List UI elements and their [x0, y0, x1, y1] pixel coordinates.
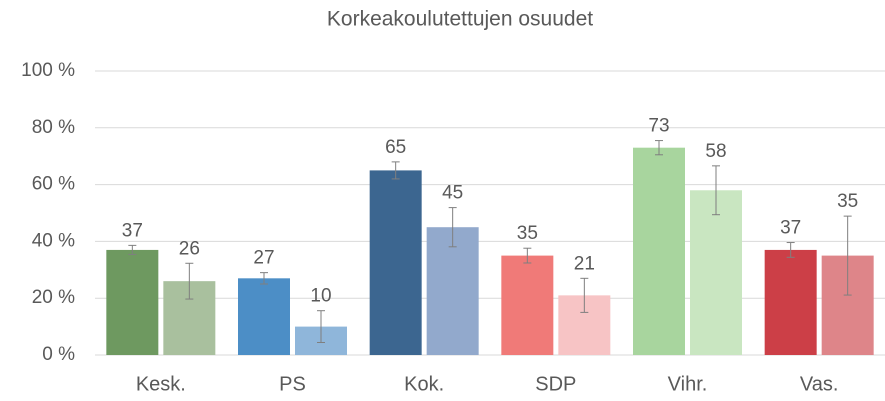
x-tick-label: PS	[279, 373, 306, 395]
data-label: 65	[385, 137, 406, 158]
data-label: 35	[837, 191, 858, 212]
bar	[106, 249, 159, 355]
bar	[501, 255, 554, 355]
bar	[633, 147, 685, 355]
bar	[426, 227, 479, 355]
bar	[238, 278, 290, 355]
y-tick-label: 20 %	[32, 287, 75, 308]
x-tick-label: Vas.	[800, 373, 839, 395]
y-tick-label: 40 %	[32, 230, 75, 251]
data-label: 10	[310, 286, 331, 307]
data-label: 21	[574, 253, 595, 274]
y-tick-label: 0 %	[42, 344, 75, 365]
data-label: 37	[780, 218, 801, 239]
y-tick-label: 100 %	[21, 60, 75, 81]
x-tick-label: Vihr.	[668, 373, 708, 395]
y-tick-label: 60 %	[32, 174, 75, 195]
bar	[690, 190, 742, 355]
x-tick-label: SDP	[535, 373, 576, 395]
data-label: 45	[442, 183, 463, 204]
data-label: 58	[705, 141, 726, 162]
data-label: 73	[648, 116, 669, 137]
bar	[764, 249, 817, 355]
data-label: 26	[179, 238, 200, 259]
x-tick-label: Kesk.	[136, 373, 186, 395]
data-label: 27	[253, 248, 274, 269]
bar	[369, 170, 422, 355]
chart-title: Korkeakoulutettujen osuudet	[327, 8, 593, 31]
data-label: 37	[122, 220, 143, 241]
x-tick-label: Kok.	[404, 373, 444, 395]
y-tick-label: 80 %	[32, 117, 75, 138]
data-label: 35	[517, 223, 538, 244]
